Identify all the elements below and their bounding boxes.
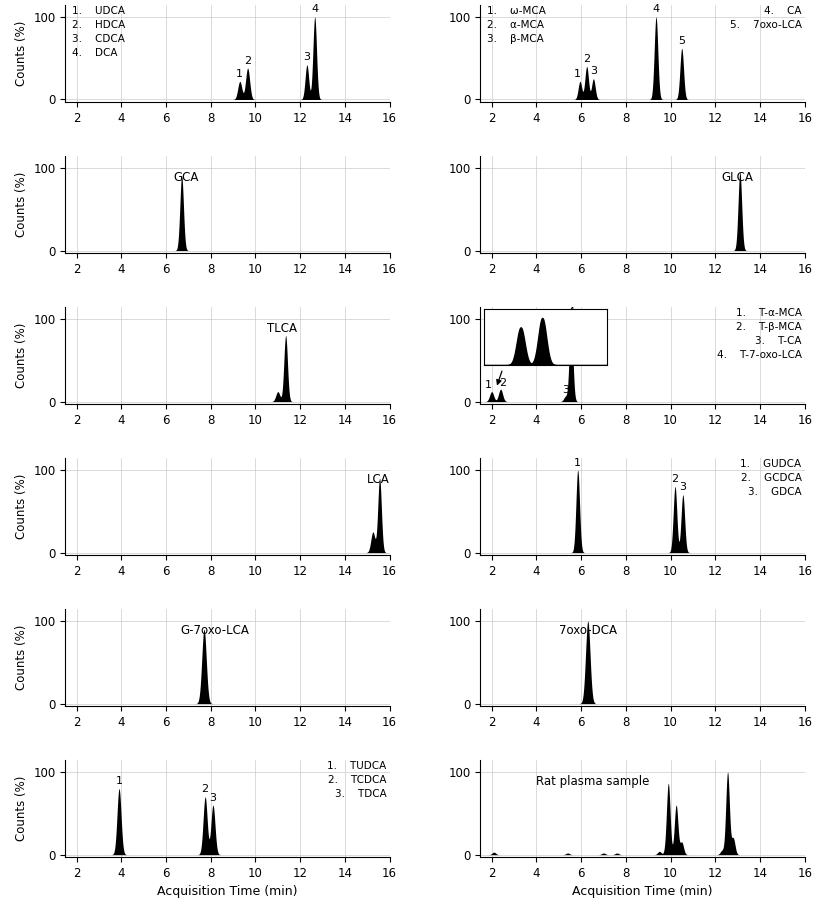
Text: 2: 2	[202, 785, 208, 795]
Text: 3: 3	[680, 483, 686, 493]
Text: G-7oxo-LCA: G-7oxo-LCA	[181, 624, 250, 638]
Text: 1.    T-α-MCA
2.    T-β-MCA
3.    T-CA
4.    T-7-oxo-LCA: 1. T-α-MCA 2. T-β-MCA 3. T-CA 4. T-7-oxo…	[717, 307, 801, 359]
Text: 1.    TUDCA
2.    TCDCA
3.    TDCA: 1. TUDCA 2. TCDCA 3. TDCA	[327, 761, 386, 799]
Text: 3: 3	[562, 385, 569, 395]
Text: 1: 1	[574, 457, 581, 467]
Text: 1.    ω-MCA
2.    α-MCA
3.    β-MCA: 1. ω-MCA 2. α-MCA 3. β-MCA	[487, 5, 546, 44]
Text: 1: 1	[484, 380, 492, 390]
Text: 1: 1	[236, 69, 243, 79]
Text: Rat plasma sample: Rat plasma sample	[536, 775, 649, 788]
Text: 3: 3	[209, 793, 217, 803]
Text: 2: 2	[244, 55, 251, 65]
Text: 4: 4	[653, 5, 659, 15]
Text: 1: 1	[574, 69, 581, 79]
X-axis label: Acquisition Time (min): Acquisition Time (min)	[573, 885, 713, 899]
Text: GCA: GCA	[173, 171, 199, 184]
Y-axis label: Counts (%): Counts (%)	[15, 323, 28, 388]
Text: TLCA: TLCA	[267, 322, 297, 336]
Text: 1.    GUDCA
2.    GCDCA
3.    GDCA: 1. GUDCA 2. GCDCA 3. GDCA	[740, 459, 801, 497]
Text: 7oxo-DCA: 7oxo-DCA	[559, 624, 617, 638]
Text: 3: 3	[590, 66, 597, 76]
Text: 2: 2	[583, 54, 590, 64]
Y-axis label: Counts (%): Counts (%)	[15, 625, 28, 690]
Text: 4.    CA
5.    7oxo-LCA: 4. CA 5. 7oxo-LCA	[730, 5, 801, 30]
Text: GLCA: GLCA	[721, 171, 753, 184]
Text: 4: 4	[311, 5, 319, 15]
Text: 4: 4	[568, 307, 574, 317]
Text: 2: 2	[672, 474, 679, 484]
Text: 2: 2	[499, 377, 507, 387]
X-axis label: Acquisition Time (min): Acquisition Time (min)	[157, 885, 297, 899]
Y-axis label: Counts (%): Counts (%)	[15, 21, 28, 86]
Text: 3: 3	[303, 53, 310, 63]
Text: 1.    UDCA
2.    HDCA
3.    CDCA
4.    DCA: 1. UDCA 2. HDCA 3. CDCA 4. DCA	[72, 5, 125, 57]
Y-axis label: Counts (%): Counts (%)	[15, 775, 28, 841]
Text: LCA: LCA	[367, 473, 390, 486]
Y-axis label: Counts (%): Counts (%)	[15, 473, 28, 539]
Y-axis label: Counts (%): Counts (%)	[15, 171, 28, 237]
Text: 1: 1	[115, 776, 123, 786]
Text: 5: 5	[678, 35, 685, 46]
